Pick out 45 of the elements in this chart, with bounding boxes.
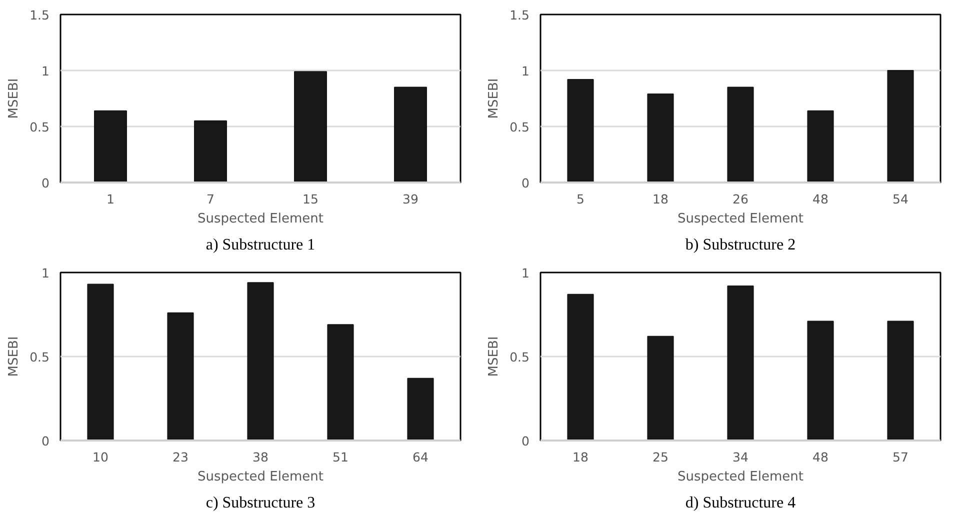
x-tick-label: 26 [732,192,748,206]
y-tick-label: 0 [522,176,530,190]
x-axis-title: Suspected Element [198,212,324,226]
text: a) Substructure 1 [206,236,316,254]
x-tick-label: 18 [572,450,588,464]
x-tick-label: 54 [892,192,908,206]
x-tick-label: 38 [252,450,268,464]
y-tick-label: 0 [42,176,50,190]
y-tick-label: 1 [522,64,530,78]
y-tick-label: 0.5 [510,350,530,364]
y-tick-label: 0.5 [30,350,50,364]
y-tick-label: 1 [42,64,50,78]
y-axis-title: MSEBI [486,336,502,377]
y-tick-label: 1 [522,266,530,280]
x-tick-label: 18 [652,192,668,206]
x-tick-label: 48 [812,450,828,464]
x-tick-label: 48 [812,192,828,206]
x-tick-label: 25 [652,450,668,464]
x-axis-title: Suspected Element [678,470,804,484]
x-tick-label: 57 [892,450,908,464]
x-tick-label: 1 [106,192,114,206]
y-tick-label: 1.5 [30,8,50,22]
y-tick-label: 0.5 [30,120,50,134]
x-tick-label: 34 [732,450,748,464]
text: d) Substructure 4 [685,494,796,512]
x-tick-label: 39 [402,192,418,206]
x-tick-label: 51 [332,450,348,464]
x-axis-title: Suspected Element [198,470,324,484]
y-axis-title: MSEBI [6,336,22,377]
text: b) Substructure 2 [685,236,796,254]
y-tick-label: 1.5 [510,8,530,22]
y-axis-title: MSEBI [6,78,22,119]
text: c) Substructure 3 [206,494,316,512]
x-tick-label: 23 [172,450,188,464]
y-tick-label: 1 [42,266,50,280]
y-tick-label: 0 [42,434,50,448]
x-tick-label: 5 [576,192,584,206]
x-tick-label: 15 [302,192,318,206]
y-axis-title: MSEBI [486,78,502,119]
x-tick-label: 64 [412,450,428,464]
x-axis-title: Suspected Element [678,212,804,226]
y-tick-label: 0.5 [510,120,530,134]
y-tick-label: 0 [522,434,530,448]
x-tick-label: 7 [206,192,214,206]
x-tick-label: 10 [92,450,108,464]
